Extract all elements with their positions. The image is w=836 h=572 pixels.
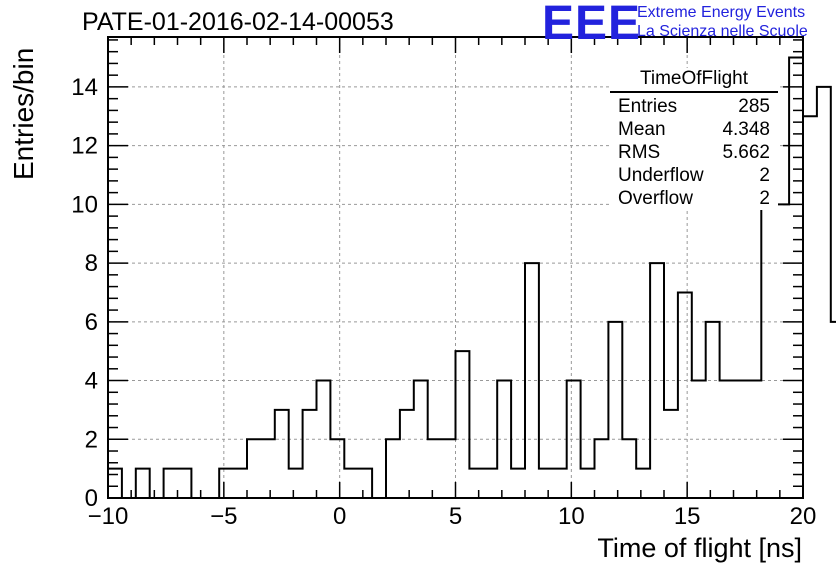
logo-caption: Extreme Energy Events La Scienza nelle S…: [637, 3, 808, 41]
stat-label: Underflow: [618, 165, 704, 186]
x-tick-label: 10: [558, 503, 585, 530]
x-tick-label: 0: [333, 503, 346, 530]
x-tick-label: 5: [449, 503, 462, 530]
y-tick-label: 8: [85, 250, 98, 277]
stat-row-overflow: Overflow 2: [610, 187, 778, 210]
logo-line-2: La Scienza nelle Scuole: [637, 23, 808, 40]
histogram-line: [107, 56, 836, 499]
eee-logo: EEE: [542, 0, 642, 50]
axis-ticks: [107, 37, 804, 499]
x-tick-labels: −10 −5 0 5 10 15 20: [88, 503, 817, 530]
y-tick-label: 2: [85, 426, 98, 453]
y-tick-label: 12: [71, 133, 98, 160]
stat-row-mean: Mean 4.348: [610, 118, 778, 141]
stat-label: Overflow: [618, 188, 693, 209]
x-tick-label: −5: [210, 503, 237, 530]
y-axis-label: Entries/bin: [8, 47, 39, 180]
y-tick-label: 14: [71, 74, 98, 101]
grid-lines: [108, 37, 803, 498]
stat-value: 285: [738, 96, 770, 117]
y-tick-label: 6: [85, 309, 98, 336]
stats-title: TimeOfFlight: [610, 68, 778, 93]
y-tick-label: 0: [85, 485, 98, 512]
stat-row-entries: Entries 285: [610, 95, 778, 118]
stat-value: 4.348: [722, 119, 770, 140]
stat-value: 2: [759, 165, 770, 186]
stat-row-rms: RMS 5.662: [610, 141, 778, 164]
y-tick-label: 4: [85, 368, 98, 395]
stat-label: RMS: [618, 142, 661, 163]
chart-title: PATE-01-2016-02-14-00053: [82, 8, 394, 36]
stats-box: TimeOfFlight Entries 285 Mean 4.348 RMS …: [610, 68, 778, 210]
stat-row-underflow: Underflow 2: [610, 164, 778, 187]
x-tick-label: 15: [674, 503, 701, 530]
stat-label: Entries: [618, 96, 678, 117]
x-tick-label: 20: [790, 503, 817, 530]
y-tick-labels: 0 2 4 6 8 10 12 14: [71, 74, 98, 512]
logo-line-1: Extreme Energy Events: [637, 4, 806, 21]
x-tick-label: −10: [88, 503, 129, 530]
stat-value: 2: [759, 188, 770, 209]
stat-label: Mean: [618, 119, 666, 140]
x-axis-label: Time of flight [ns]: [597, 533, 802, 563]
stat-value: 5.662: [722, 142, 770, 163]
y-tick-label: 10: [71, 191, 98, 218]
